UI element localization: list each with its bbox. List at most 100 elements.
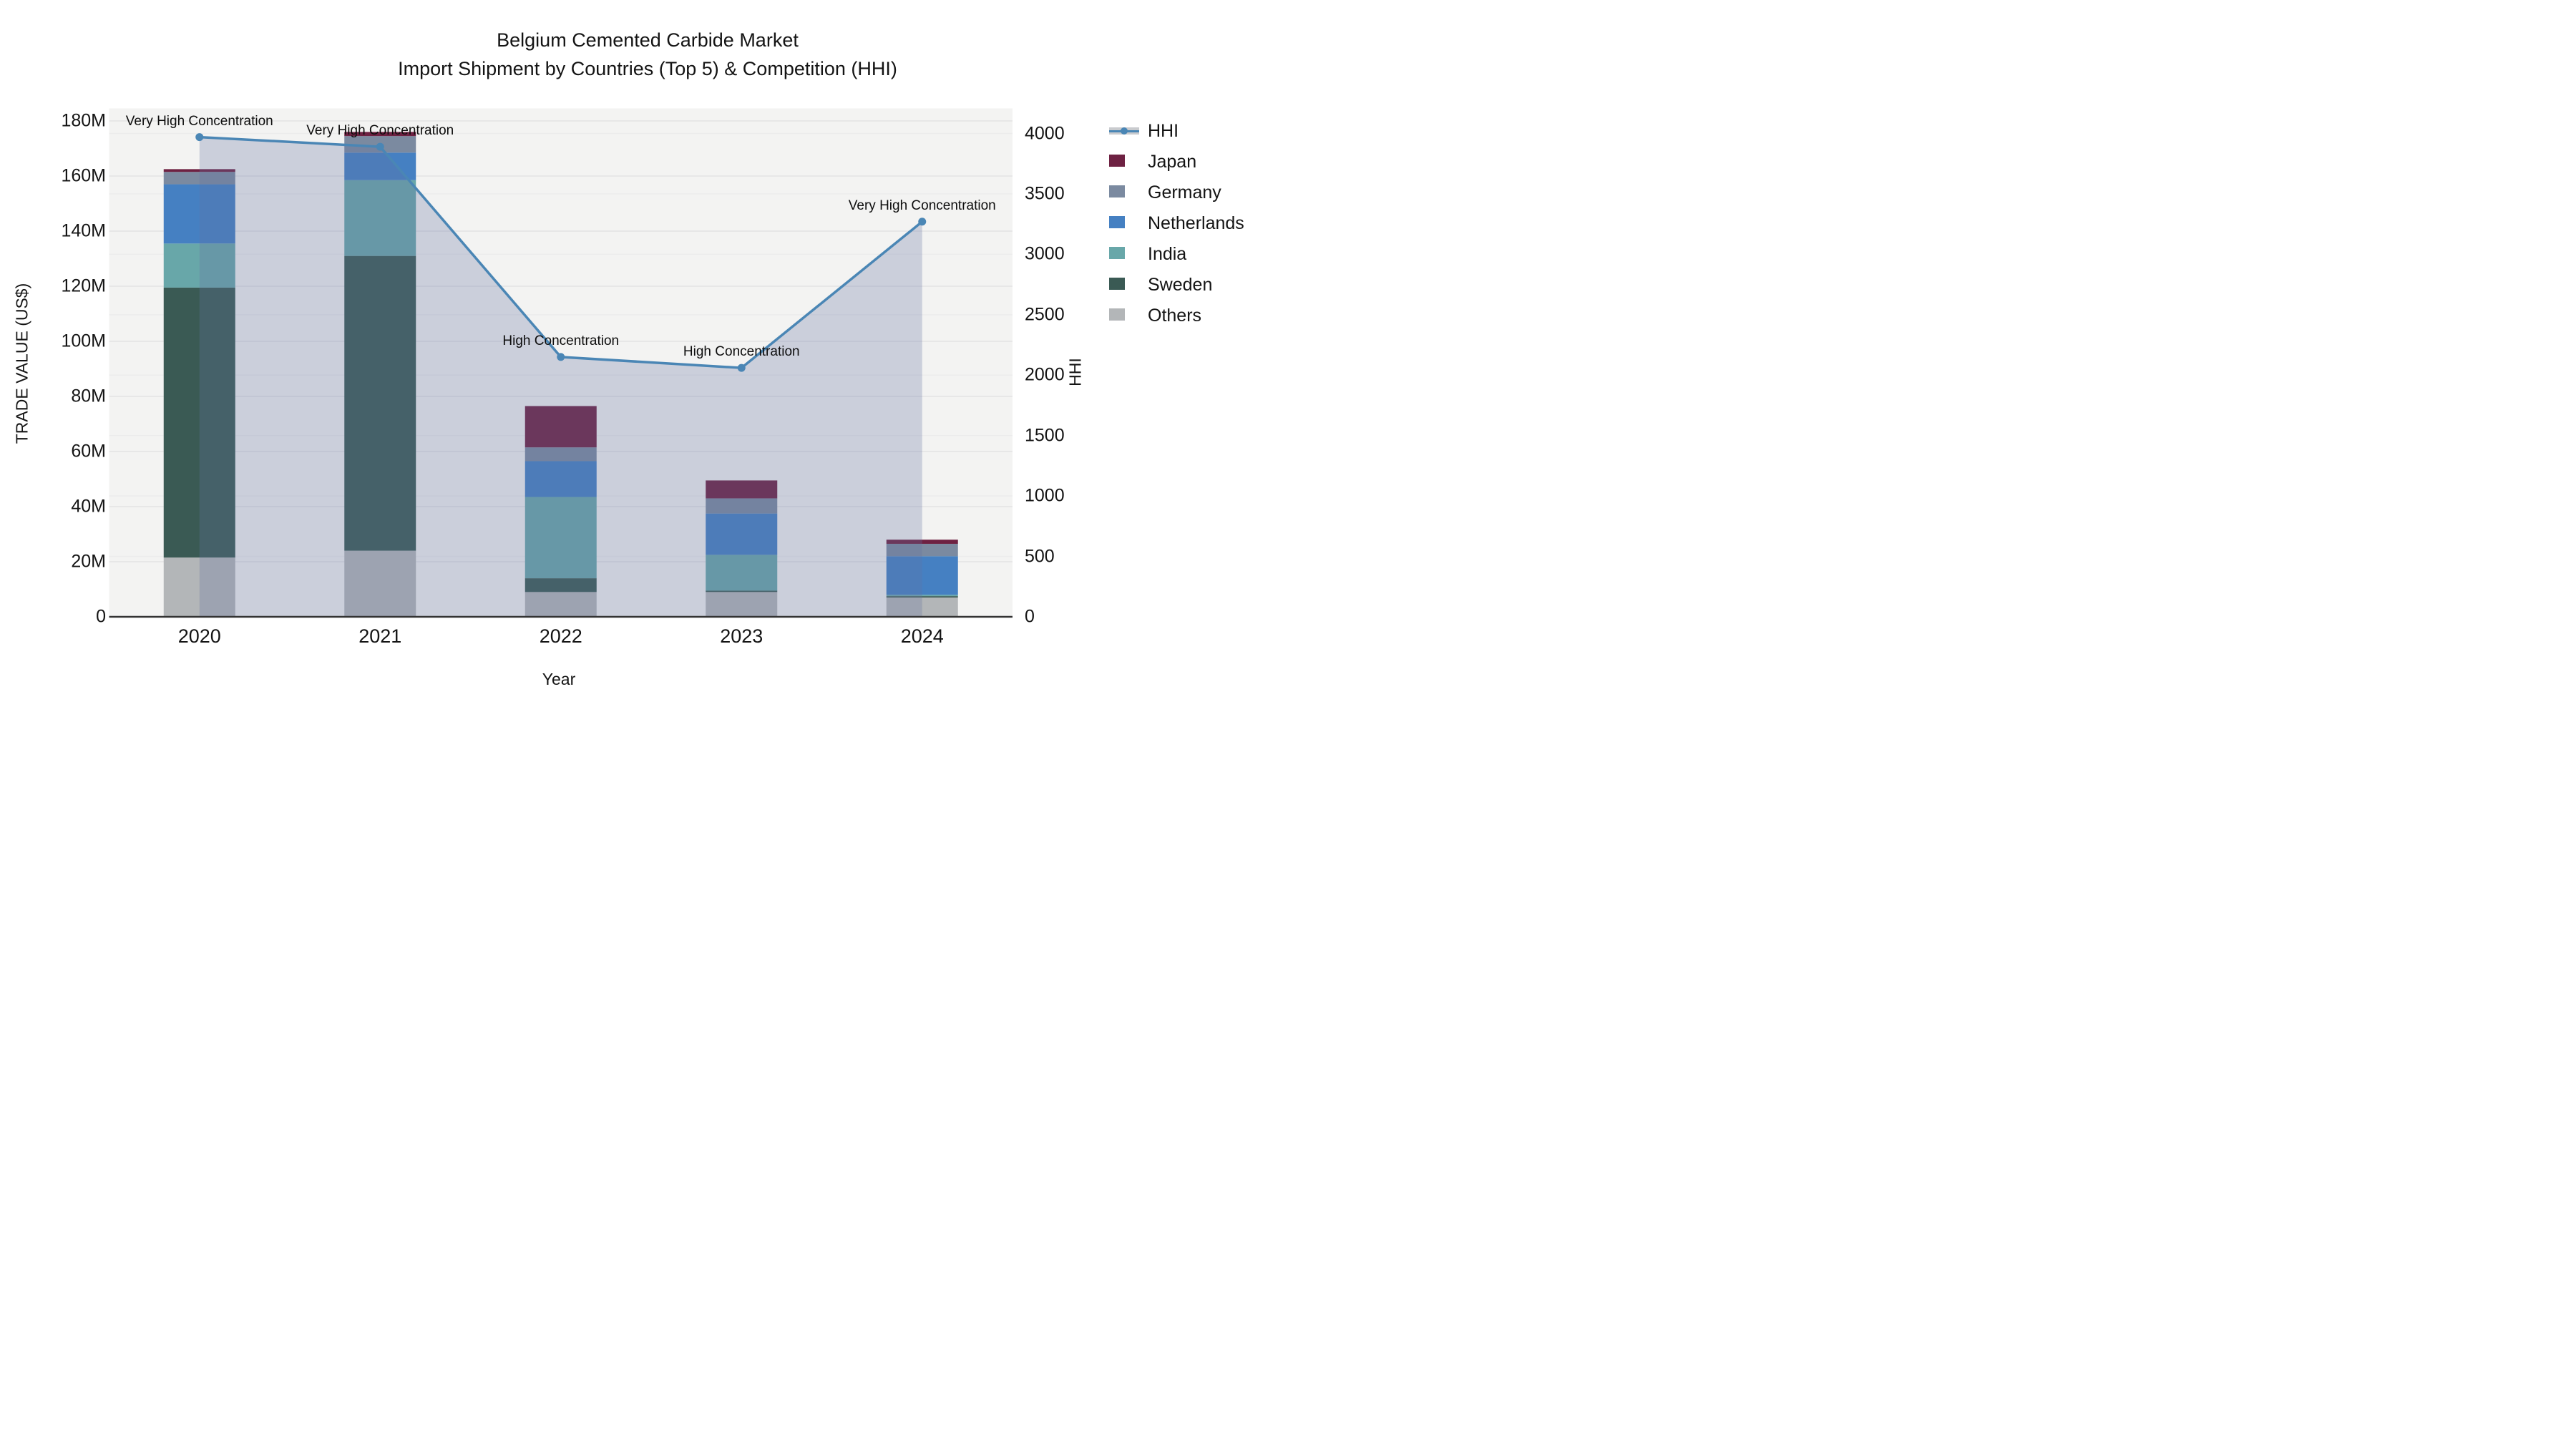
y-right-tick-1500: 1500: [1025, 425, 1065, 446]
bar-segment-2021-japan: [344, 132, 416, 137]
bar-segment-2023-germany: [706, 498, 778, 514]
legend-swatch-netherlands: [1109, 216, 1125, 228]
legend-swatch-others: [1109, 308, 1125, 321]
bar-segment-2020-japan: [163, 169, 235, 172]
y-left-tick-60M: 60M: [71, 441, 106, 462]
bar-segment-2024-india: [886, 595, 958, 597]
bar-segment-2020-sweden: [163, 287, 235, 558]
legend-item-sweden: Sweden: [1109, 274, 1244, 296]
bar-segment-2023-others: [706, 592, 778, 617]
bar-segment-2022-netherlands: [525, 461, 597, 497]
legend: HHI Japan Germany Netherlands India Sweden Oth…: [1109, 120, 1244, 326]
bar-segment-2024-sweden: [886, 596, 958, 598]
y-left-tick-100M: 100M: [61, 331, 106, 351]
legend-label: HHI: [1148, 120, 1179, 141]
y-axis-left-title: TRADE VALUE (US$): [12, 283, 31, 444]
legend-line-marker: [1121, 127, 1128, 135]
y-right-tick-0: 0: [1025, 606, 1035, 627]
y-left-tick-40M: 40M: [71, 496, 106, 517]
hhi-area-fill: [199, 137, 922, 617]
y-right-tick-4000: 4000: [1025, 123, 1065, 143]
y-right-tick-3500: 3500: [1025, 183, 1065, 204]
annotation-2023: High Concentration: [683, 344, 800, 360]
legend-label: Germany: [1148, 182, 1221, 203]
legend-swatch-germany: [1109, 185, 1125, 197]
bar-segment-2020-germany: [163, 172, 235, 185]
legend-label: Sweden: [1148, 274, 1213, 295]
bar-segment-2021-others: [344, 550, 416, 617]
y-left-tick-120M: 120M: [61, 275, 106, 296]
x-tick-2022: 2022: [539, 625, 582, 647]
annotation-2021: Very High Concentration: [306, 123, 454, 139]
bar-segment-2022-germany: [525, 447, 597, 462]
legend-swatch-icon: [1109, 185, 1139, 200]
y-left-tick-20M: 20M: [71, 551, 106, 572]
y-right-tick-1000: 1000: [1025, 485, 1065, 506]
hhi-marker-2020: [195, 133, 204, 142]
y-right-tick-2500: 2500: [1025, 304, 1065, 325]
bar-segment-2022-india: [525, 497, 597, 579]
y-axis-right-title: HHI: [1065, 358, 1085, 386]
legend-item-germany: Germany: [1109, 182, 1244, 203]
legend-label: Japan: [1148, 151, 1197, 172]
legend-label: India: [1148, 243, 1187, 264]
x-tick-2021: 2021: [358, 625, 402, 647]
bar-segment-2023-india: [706, 555, 778, 591]
x-tick-2020: 2020: [177, 625, 221, 647]
chart-title: Belgium Cemented Carbide Market Import S…: [0, 26, 1288, 83]
chart-canvas: [109, 108, 1013, 618]
chart-figure: Belgium Cemented Carbide Market Import S…: [0, 0, 1288, 725]
legend-swatch-icon: [1109, 308, 1139, 323]
x-axis-title: Year: [542, 670, 576, 688]
bar-segment-2021-sweden: [344, 255, 416, 551]
bar-segment-2024-netherlands: [886, 556, 958, 595]
y-left-tick-0: 0: [96, 606, 106, 627]
y-right-tick-2000: 2000: [1025, 364, 1065, 385]
legend-swatch-icon: [1109, 155, 1139, 169]
legend-item-hhi: HHI: [1109, 120, 1244, 142]
annotation-2022: High Concentration: [502, 333, 620, 348]
bar-segment-2020-others: [163, 557, 235, 617]
bar-segment-2024-japan: [886, 540, 958, 544]
bar-segment-2023-japan: [706, 480, 778, 499]
y-left-tick-140M: 140M: [61, 220, 106, 241]
legend-swatch-icon: [1109, 247, 1139, 261]
y-right-tick-500: 500: [1025, 546, 1055, 567]
hhi-marker-2023: [737, 364, 746, 372]
y-left-tick-160M: 160M: [61, 165, 106, 186]
bar-segment-2023-netherlands: [706, 513, 778, 555]
hhi-marker-2022: [557, 353, 565, 361]
x-tick-2024: 2024: [900, 625, 944, 647]
legend-label: Others: [1148, 305, 1202, 326]
bar-segment-2024-others: [886, 597, 958, 617]
bar-segment-2020-india: [163, 243, 235, 288]
y-left-tick-80M: 80M: [71, 386, 106, 406]
legend-item-netherlands: Netherlands: [1109, 213, 1244, 234]
legend-line-icon: [1109, 124, 1139, 138]
chart-title-line-2: Import Shipment by Countries (Top 5) & C…: [398, 58, 897, 79]
y-right-tick-3000: 3000: [1025, 243, 1065, 264]
legend-swatch-icon: [1109, 216, 1139, 230]
bar-segment-2022-others: [525, 592, 597, 617]
annotation-2024: Very High Concentration: [848, 197, 996, 213]
y-left-tick-180M: 180M: [61, 110, 106, 131]
bar-segment-2021-india: [344, 180, 416, 256]
hhi-marker-2024: [918, 218, 927, 226]
bar-segment-2024-germany: [886, 543, 958, 557]
hhi-marker-2021: [376, 142, 384, 151]
legend-swatch-india: [1109, 247, 1125, 259]
annotation-2020: Very High Concentration: [125, 113, 273, 129]
legend-swatch-japan: [1109, 155, 1125, 167]
legend-item-japan: Japan: [1109, 151, 1244, 172]
bar-segment-2020-netherlands: [163, 184, 235, 244]
chart-title-line-1: Belgium Cemented Carbide Market: [497, 29, 799, 51]
bar-segment-2023-sweden: [706, 590, 778, 592]
bar-segment-2022-sweden: [525, 578, 597, 592]
legend-label: Netherlands: [1148, 213, 1244, 233]
legend-item-india: India: [1109, 243, 1244, 265]
x-tick-2023: 2023: [720, 625, 763, 647]
legend-swatch-sweden: [1109, 278, 1125, 290]
bar-segment-2022-japan: [525, 406, 597, 448]
legend-swatch-icon: [1109, 278, 1139, 292]
legend-item-others: Others: [1109, 305, 1244, 326]
